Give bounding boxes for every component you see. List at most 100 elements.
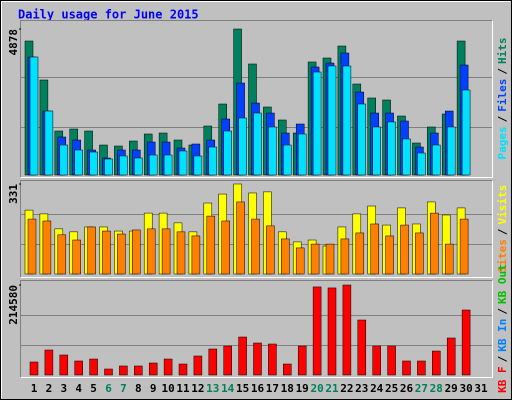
x-tick-label: 3 — [60, 382, 67, 395]
bar — [402, 360, 411, 376]
x-tick-label: 6 — [105, 382, 112, 395]
bar — [283, 144, 292, 176]
bar — [357, 103, 367, 176]
x-tick-label: 1 — [31, 382, 38, 395]
panel-frame — [20, 280, 493, 378]
x-tick-label: 9 — [150, 382, 157, 395]
y-tick-label: 214580 — [7, 285, 20, 325]
bar — [134, 365, 143, 376]
bar — [161, 228, 171, 275]
bar — [87, 226, 96, 275]
bar — [163, 154, 173, 176]
bar — [148, 154, 158, 176]
bar — [268, 343, 277, 376]
x-tick-label: 14 — [221, 382, 235, 395]
legend-entry: Hits — [496, 38, 509, 65]
bar — [104, 158, 113, 176]
x-tick-label: 17 — [266, 382, 279, 395]
x-tick-label: 15 — [236, 382, 249, 395]
bar — [89, 358, 98, 376]
x-tick-label: 20 — [310, 382, 323, 395]
x-tick-label: 24 — [370, 382, 384, 395]
bar — [178, 363, 188, 376]
y-tick-label: 331 — [7, 184, 20, 204]
bar — [417, 360, 426, 376]
bar — [283, 363, 292, 376]
x-tick-label: 27 — [415, 382, 428, 395]
bar — [461, 309, 471, 376]
bar — [57, 234, 67, 275]
x-tick-label: 12 — [191, 382, 204, 395]
bar — [327, 287, 337, 376]
x-tick-label: 30 — [459, 382, 472, 395]
bar — [59, 354, 69, 376]
bar — [446, 126, 456, 176]
bar — [417, 152, 426, 176]
bar — [253, 342, 262, 376]
x-tick-label: 23 — [355, 382, 368, 395]
bar — [312, 286, 322, 376]
bar — [385, 235, 394, 275]
bar — [44, 110, 54, 176]
bar — [223, 130, 232, 176]
x-tick-label: 18 — [281, 382, 294, 395]
bar — [223, 345, 232, 376]
x-tick-label: 28 — [430, 382, 443, 395]
legend-entry: KB In — [496, 319, 509, 352]
bar — [134, 157, 143, 176]
bar — [400, 224, 409, 275]
bar — [268, 126, 277, 176]
x-tick-label: 25 — [385, 382, 398, 395]
bar — [208, 348, 218, 376]
bar — [387, 121, 396, 176]
bar — [432, 144, 441, 176]
x-tick-label: 7 — [120, 382, 127, 395]
x-tick-label: 21 — [325, 382, 339, 395]
bar — [327, 65, 337, 176]
x-tick-label: 29 — [445, 382, 458, 395]
bar — [193, 155, 203, 176]
x-tick-label: 19 — [296, 382, 309, 395]
legend-entry: KB Out — [496, 264, 509, 304]
panel-frame — [20, 180, 493, 278]
bar — [357, 319, 367, 376]
bar — [370, 223, 379, 275]
bar — [297, 345, 307, 376]
x-tick-label: 16 — [251, 382, 265, 395]
bar — [74, 360, 83, 376]
bar — [72, 239, 81, 275]
x-tick-label: 13 — [206, 382, 219, 395]
legend: Sites / Visits — [496, 185, 509, 273]
bar — [253, 112, 262, 176]
legend-separator: / — [496, 68, 509, 75]
bar — [119, 155, 128, 176]
bar — [446, 337, 456, 376]
legend-entry: KB F — [496, 366, 509, 393]
x-tick-label: 2 — [46, 382, 53, 395]
bar — [342, 284, 352, 376]
bar — [132, 229, 141, 275]
bar — [281, 238, 290, 275]
legend-separator: / — [496, 355, 509, 362]
bar — [104, 368, 113, 376]
x-tick-label: 8 — [135, 382, 142, 395]
y-tick-label: 4878 — [7, 29, 20, 56]
bar — [148, 362, 158, 376]
legend-entry: Files — [496, 79, 509, 112]
bar — [312, 71, 322, 176]
bar — [459, 218, 469, 275]
x-tick-label: 10 — [161, 382, 174, 395]
bar — [178, 150, 188, 176]
bar — [221, 220, 230, 275]
bar — [163, 358, 173, 376]
bar — [355, 232, 365, 275]
x-tick-label: 5 — [90, 382, 97, 395]
bar — [42, 220, 52, 275]
bar — [402, 138, 411, 176]
legend-entry: Sites — [496, 239, 509, 272]
bar — [432, 350, 441, 376]
bar — [266, 225, 275, 275]
bar — [461, 89, 471, 176]
bar — [29, 56, 39, 176]
